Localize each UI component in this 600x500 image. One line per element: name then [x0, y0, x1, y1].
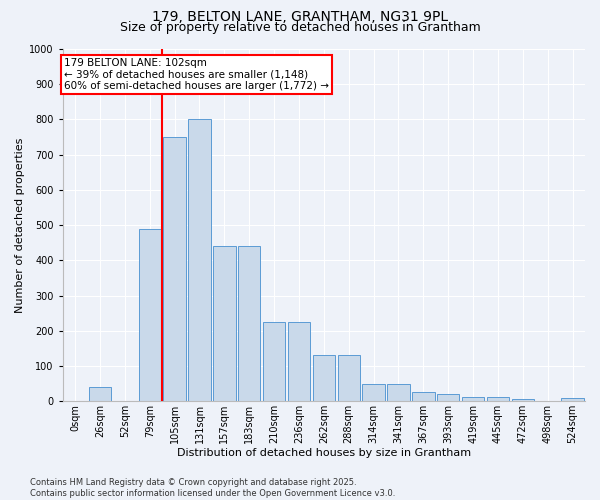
Bar — [89, 387, 111, 401]
Bar — [163, 137, 186, 401]
Text: Size of property relative to detached houses in Grantham: Size of property relative to detached ho… — [119, 21, 481, 34]
Bar — [387, 384, 410, 401]
Bar — [188, 120, 211, 401]
Bar — [512, 400, 534, 401]
Bar — [487, 397, 509, 401]
Bar — [462, 397, 484, 401]
Bar — [213, 246, 236, 401]
Bar — [412, 392, 434, 401]
Bar — [139, 228, 161, 401]
Text: 179, BELTON LANE, GRANTHAM, NG31 9PL: 179, BELTON LANE, GRANTHAM, NG31 9PL — [152, 10, 448, 24]
X-axis label: Distribution of detached houses by size in Grantham: Distribution of detached houses by size … — [177, 448, 471, 458]
Y-axis label: Number of detached properties: Number of detached properties — [15, 138, 25, 313]
Bar — [437, 394, 460, 401]
Text: 179 BELTON LANE: 102sqm
← 39% of detached houses are smaller (1,148)
60% of semi: 179 BELTON LANE: 102sqm ← 39% of detache… — [64, 58, 329, 91]
Bar — [362, 384, 385, 401]
Bar — [338, 356, 360, 401]
Text: Contains HM Land Registry data © Crown copyright and database right 2025.
Contai: Contains HM Land Registry data © Crown c… — [30, 478, 395, 498]
Bar — [238, 246, 260, 401]
Bar — [263, 322, 285, 401]
Bar — [288, 322, 310, 401]
Bar — [313, 356, 335, 401]
Bar — [562, 398, 584, 401]
